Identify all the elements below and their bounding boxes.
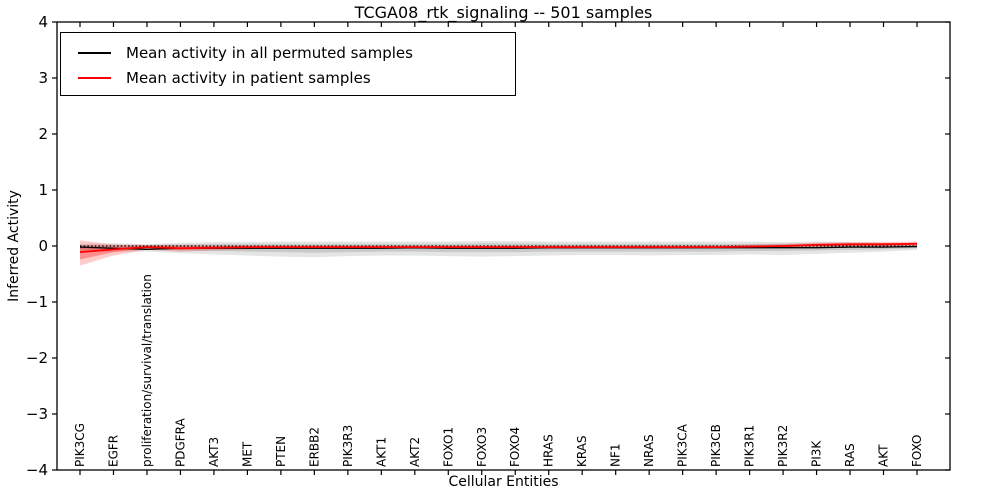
x-tick-label: AKT3 <box>207 437 221 467</box>
x-tick-label: PIK3CB <box>709 424 723 467</box>
x-tick-label: PDGFRA <box>173 417 187 467</box>
x-tick-label: NF1 <box>609 443 623 467</box>
y-tick-label: 2 <box>38 125 48 143</box>
x-tick-label: PIK3R1 <box>743 425 757 467</box>
x-axis-label: Cellular Entities <box>448 474 559 490</box>
x-tick-label: PIK3R2 <box>776 425 790 467</box>
x-tick-label: PIK3CG <box>73 423 87 467</box>
x-tick-label: NRAS <box>642 434 656 467</box>
x-tick-label: FOXO4 <box>508 427 522 467</box>
legend-label-patient: Mean activity in patient samples <box>126 68 371 87</box>
y-tick-label: 0 <box>38 237 48 255</box>
chart-title: TCGA08_rtk_signaling -- 501 samples <box>354 3 653 22</box>
legend: Mean activity in all permuted samples Me… <box>60 32 516 96</box>
y-tick-label: 1 <box>38 181 48 199</box>
x-tick-label: PIK3CA <box>676 423 690 467</box>
legend-item-patient: Mean activity in patient samples <box>61 65 515 90</box>
x-tick-label: AKT2 <box>408 437 422 467</box>
x-tick-label: HRAS <box>542 434 556 467</box>
legend-line-sample-permuted <box>78 51 111 54</box>
y-tick-label: 3 <box>38 69 48 87</box>
y-axis-label: Inferred Activity <box>6 190 22 302</box>
y-tick-label: 4 <box>38 13 48 31</box>
x-tick-label: AKT <box>877 444 891 467</box>
x-tick-label: PTEN <box>274 436 288 467</box>
x-tick-label: proliferation/survival/translation <box>140 274 154 467</box>
x-tick-label: AKT1 <box>374 437 388 467</box>
x-tick-label: PIK3R3 <box>341 425 355 467</box>
y-tick-label: −2 <box>26 349 48 367</box>
x-tick-label: FOXO <box>910 435 924 467</box>
x-tick-label: ERBB2 <box>307 427 321 467</box>
x-tick-label: FOXO1 <box>441 427 455 467</box>
x-tick-label: PI3K <box>810 440 824 467</box>
x-tick-label: EGFR <box>106 435 120 467</box>
x-tick-label: FOXO3 <box>475 427 489 467</box>
band-permuted-spread-outer <box>80 240 917 258</box>
y-tick-label: −1 <box>26 293 48 311</box>
legend-item-permuted: Mean activity in all permuted samples <box>61 40 515 65</box>
x-tick-label: MET <box>240 441 254 467</box>
legend-line-sample-patient <box>78 76 111 79</box>
x-tick-label: RAS <box>843 443 857 467</box>
y-tick-label: −3 <box>26 405 48 423</box>
legend-label-permuted: Mean activity in all permuted samples <box>126 43 413 62</box>
series-line-patient <box>79 242 918 254</box>
x-tick-label: KRAS <box>575 435 589 467</box>
y-tick-label: −4 <box>26 461 48 479</box>
